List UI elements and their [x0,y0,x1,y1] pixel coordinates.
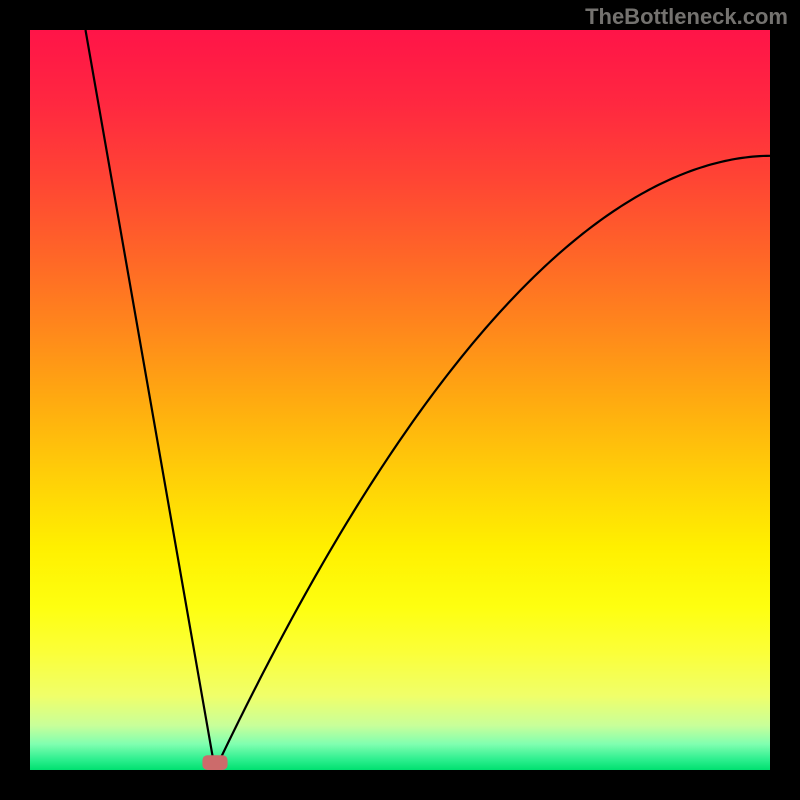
optimum-marker [202,755,227,770]
chart-svg [30,30,770,770]
gradient-background [30,30,770,770]
plot-area [30,30,770,770]
chart-container: TheBottleneck.com [0,0,800,800]
watermark-text: TheBottleneck.com [585,4,788,30]
